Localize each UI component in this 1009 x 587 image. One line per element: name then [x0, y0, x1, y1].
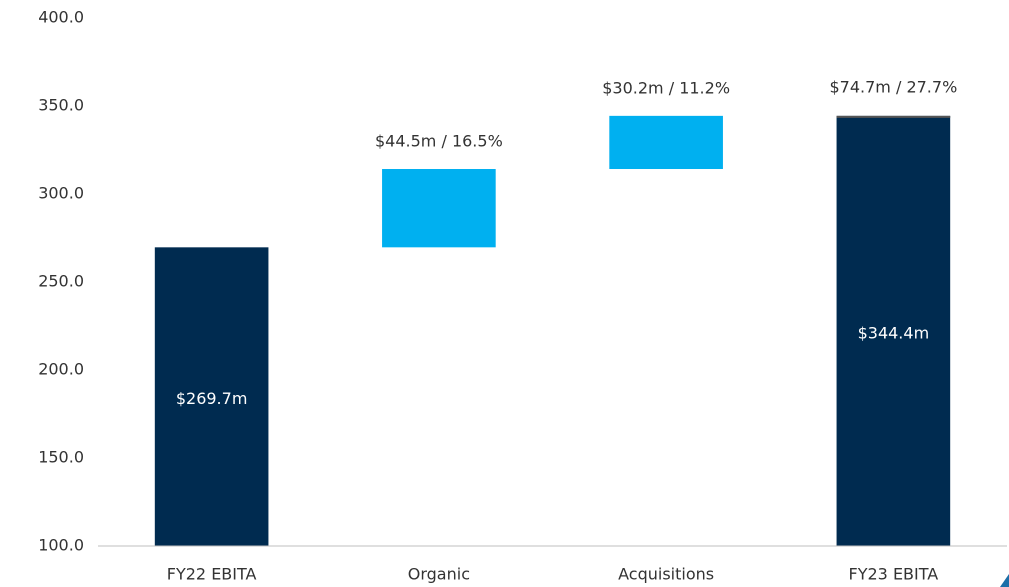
value-label: $44.5m / 16.5% — [375, 132, 503, 151]
value-label: $30.2m / 11.2% — [602, 78, 730, 97]
bar — [382, 169, 496, 248]
y-tick-label: 100.0 — [38, 536, 84, 555]
x-tick-label: Organic — [408, 565, 470, 584]
y-tick-label: 150.0 — [38, 448, 84, 467]
logo-fragment — [1000, 574, 1009, 587]
x-tick-label: FY23 EBITA — [849, 565, 939, 584]
bar — [836, 115, 951, 546]
y-tick-label: 300.0 — [38, 184, 84, 203]
value-label: $344.4m — [858, 323, 930, 342]
bar — [154, 247, 269, 546]
bar — [609, 115, 723, 170]
x-tick-label: FY22 EBITA — [167, 565, 257, 584]
total-change-label: $74.7m / 27.7% — [829, 77, 957, 96]
x-tick-label: Acquisitions — [618, 565, 714, 584]
value-label: $269.7m — [176, 389, 248, 408]
y-tick-label: 350.0 — [38, 96, 84, 115]
y-tick-label: 400.0 — [38, 8, 84, 27]
y-tick-label: 200.0 — [38, 360, 84, 379]
y-tick-label: 250.0 — [38, 272, 84, 291]
